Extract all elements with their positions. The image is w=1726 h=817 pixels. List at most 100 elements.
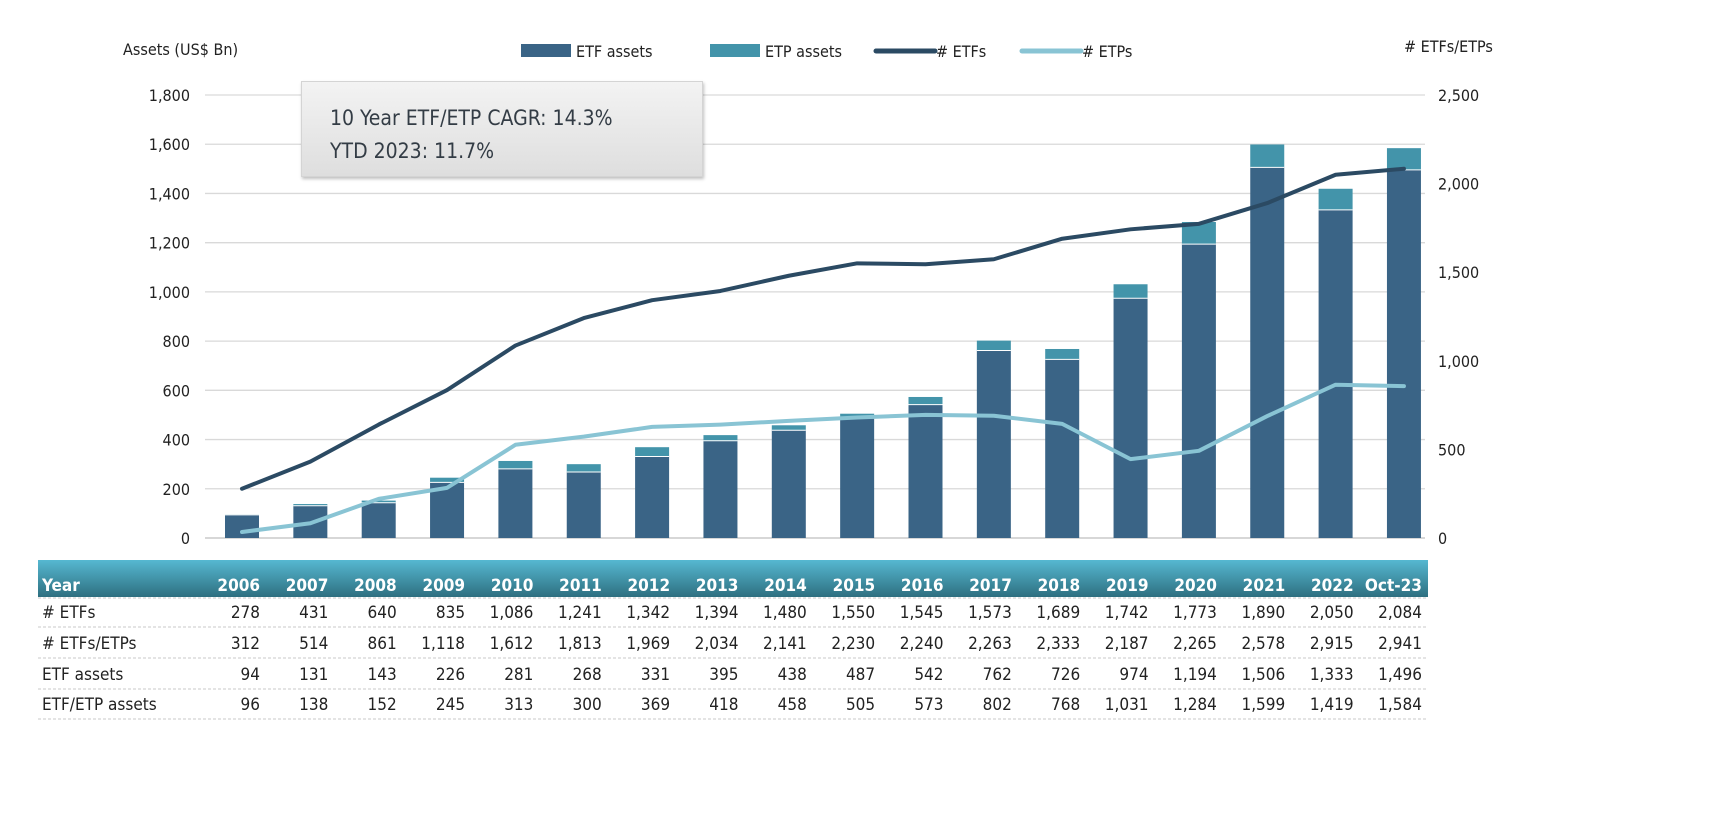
table-cell: 226 xyxy=(436,665,465,685)
table-cell: 1,333 xyxy=(1310,665,1354,685)
table-cell: 1,480 xyxy=(763,603,807,623)
legend-label: ETP assets xyxy=(765,42,842,61)
table-cell: 542 xyxy=(914,665,943,685)
table-column-header: 2022 xyxy=(1311,576,1354,596)
bar-etp-assets xyxy=(635,447,670,457)
right-tick-label: 1,000 xyxy=(1438,352,1479,371)
table-cell: 1,496 xyxy=(1378,665,1422,685)
left-tick-label: 200 xyxy=(163,480,190,499)
bar-etp-assets xyxy=(361,500,396,503)
table-cell: 152 xyxy=(368,695,397,715)
table-cell: 2,230 xyxy=(831,634,875,654)
table-column-header: 2010 xyxy=(491,576,534,596)
bar-etf-assets xyxy=(1318,209,1353,538)
left-tick-label: 1,800 xyxy=(149,86,190,105)
table-cell: 2,187 xyxy=(1105,634,1149,654)
bar-etp-assets xyxy=(566,464,601,473)
bar-etp-assets xyxy=(1250,144,1285,168)
bar-etf-assets xyxy=(1045,359,1080,538)
table-cell: 300 xyxy=(573,695,602,715)
bar-etp-assets xyxy=(293,504,328,506)
table-cell: 487 xyxy=(846,665,875,685)
table-column-header: 2014 xyxy=(764,576,807,596)
table-row-label: # ETFs/ETPs xyxy=(42,634,137,654)
table-cell: 131 xyxy=(299,665,328,685)
table-cell: 1,118 xyxy=(421,634,465,654)
table-row-label: # ETFs xyxy=(42,603,95,623)
right-tick-label: 0 xyxy=(1438,529,1447,548)
line-etps xyxy=(240,382,1406,534)
bar-etf-assets xyxy=(361,502,396,538)
bar-etp-assets xyxy=(1318,188,1353,210)
table-cell: 1,031 xyxy=(1105,695,1149,715)
table-cell: 2,915 xyxy=(1310,634,1354,654)
table-cell: 640 xyxy=(368,603,397,623)
table-cell: 1,550 xyxy=(831,603,875,623)
table-cell: 1,342 xyxy=(626,603,670,623)
table-cell: 245 xyxy=(436,695,465,715)
left-tick-label: 600 xyxy=(163,381,190,400)
table-column-header: 2019 xyxy=(1106,576,1149,596)
legend-label: # ETPs xyxy=(1082,42,1132,61)
table-cell: 974 xyxy=(1119,665,1148,685)
bar-etp-assets xyxy=(1045,348,1080,360)
bar-etf-assets xyxy=(1181,244,1216,539)
table-column-header: 2011 xyxy=(559,576,602,596)
bar-etf-assets xyxy=(1113,298,1148,538)
table-cell: 1,086 xyxy=(490,603,534,623)
table-cell: 313 xyxy=(504,695,533,715)
table-column-header: 2015 xyxy=(833,576,876,596)
table-cell: 2,084 xyxy=(1378,603,1422,623)
table-column-header: 2007 xyxy=(286,576,329,596)
bar-etf-assets xyxy=(771,430,806,538)
bar-etf-assets xyxy=(635,456,670,538)
line-etfs xyxy=(240,166,1406,491)
right-tick-label: 500 xyxy=(1438,440,1465,459)
left-tick-label: 1,400 xyxy=(149,184,190,203)
table-cell: 94 xyxy=(241,665,260,685)
table-cell: 1,813 xyxy=(558,634,602,654)
bar-etf-assets xyxy=(225,514,259,538)
table-cell: 802 xyxy=(983,695,1012,715)
bar-etf-assets xyxy=(498,468,533,538)
table-cell: 1,890 xyxy=(1241,603,1285,623)
table-cell: 2,265 xyxy=(1173,634,1217,654)
table-cell: 726 xyxy=(1051,665,1080,685)
table-cell: 96 xyxy=(241,695,260,715)
table-cell: 2,240 xyxy=(900,634,944,654)
legend-label: # ETFs xyxy=(936,42,986,61)
table-cell: 835 xyxy=(436,603,465,623)
table-cell: 1,773 xyxy=(1173,603,1217,623)
table-header-label: Year xyxy=(41,576,80,596)
table-column-header: 2018 xyxy=(1038,576,1081,596)
left-axis-title: Assets (US$ Bn) xyxy=(123,40,238,59)
ytd-text: YTD 2023: 11.7% xyxy=(330,139,495,163)
table-column-header: 2008 xyxy=(354,576,397,596)
table-cell: 768 xyxy=(1051,695,1080,715)
left-tick-label: 800 xyxy=(163,332,190,351)
legend-label: ETF assets xyxy=(576,42,653,61)
bar-etp-assets xyxy=(771,425,806,431)
table-cell: 1,742 xyxy=(1105,603,1149,623)
bar-etp-assets xyxy=(430,477,465,483)
table-cell: 505 xyxy=(846,695,875,715)
table-cell: 1,506 xyxy=(1241,665,1285,685)
table-cell: 2,034 xyxy=(695,634,739,654)
table-cell: 1,584 xyxy=(1378,695,1422,715)
table-cell: 1,284 xyxy=(1173,695,1217,715)
legend-swatch xyxy=(521,44,571,57)
table-header-bg xyxy=(38,560,1428,597)
bar-etp-assets xyxy=(498,460,533,469)
legend-swatch xyxy=(710,44,760,57)
table-cell: 762 xyxy=(983,665,1012,685)
bar-etf-assets xyxy=(1250,167,1285,538)
table-column-header: 2020 xyxy=(1174,576,1217,596)
left-tick-label: 1,600 xyxy=(149,135,190,154)
bar-etf-assets xyxy=(566,472,601,538)
bar-etf-assets xyxy=(908,404,943,538)
left-tick-label: 400 xyxy=(163,431,190,450)
table-cell: 1,969 xyxy=(626,634,670,654)
table-cell: 278 xyxy=(231,603,260,623)
table-cell: 438 xyxy=(778,665,807,685)
table-cell: 1,241 xyxy=(558,603,602,623)
